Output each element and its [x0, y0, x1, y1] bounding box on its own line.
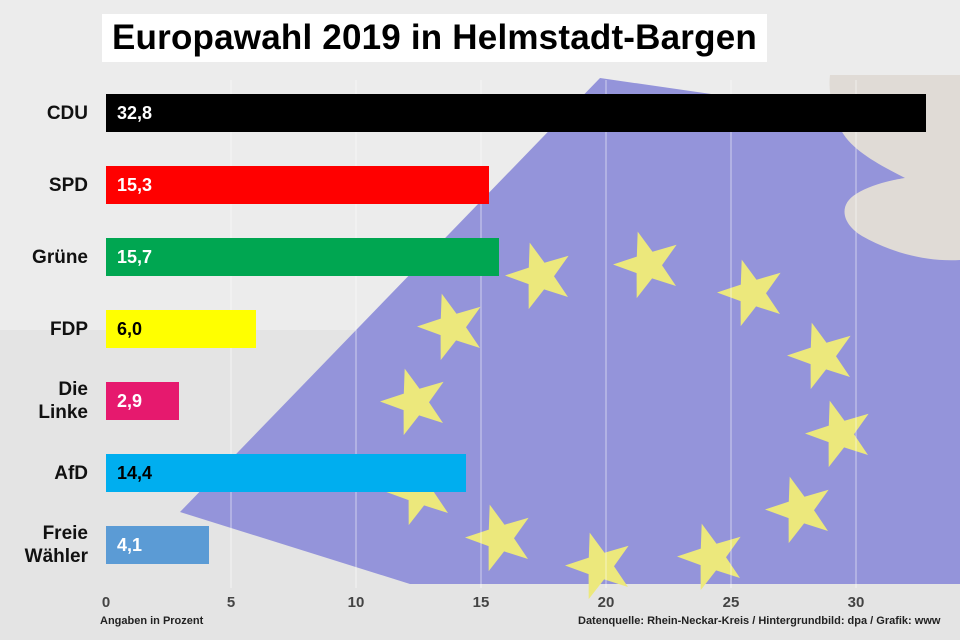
- x-tick-label: 30: [847, 594, 865, 611]
- bar-value-label: 2,9: [117, 391, 143, 411]
- category-label-line: Linke: [38, 402, 88, 423]
- category-label-afd: AfD: [0, 462, 88, 485]
- chart-title-box: Europawahl 2019 in Helmstadt-Bargen: [102, 14, 767, 62]
- eu-star-icon: [505, 242, 569, 310]
- x-tick-label: 20: [597, 594, 615, 611]
- eu-star-icon: [717, 259, 781, 327]
- x-tick-label: 0: [101, 594, 111, 611]
- bar-value-label: 15,7: [117, 247, 153, 267]
- bar-value-label: 32,8: [117, 103, 153, 123]
- bar-value-label: 15,3: [117, 175, 153, 195]
- bar-gr-ne: 15,7: [106, 238, 499, 276]
- category-label-line: Freie: [42, 523, 88, 544]
- category-label-line: SPD: [48, 174, 88, 196]
- category-label-fdp: FDP: [0, 318, 88, 341]
- category-label-line: Grüne: [32, 246, 88, 268]
- eu-star-icon: [805, 400, 869, 468]
- bar-die-linke: 2,9: [106, 382, 179, 420]
- eu-star-icon: [765, 476, 829, 544]
- category-label-spd: SPD: [0, 174, 88, 197]
- eu-star-icon: [613, 231, 677, 299]
- eu-star-icon: [380, 368, 444, 436]
- eu-star-icon: [565, 532, 629, 600]
- category-label-die-linke: Die Linke: [0, 378, 88, 424]
- category-label-line: AfD: [54, 462, 88, 484]
- eu-star-icon: [787, 322, 851, 390]
- source-credit: Datenquelle: Rhein-Neckar-Kreis / Hinter…: [578, 615, 941, 627]
- category-label-freie-w-hler: Freie Wähler: [0, 522, 88, 568]
- x-tick-label: 25: [722, 594, 740, 611]
- bar-value-label: 6,0: [117, 319, 143, 339]
- category-label-line: CDU: [46, 102, 88, 124]
- chart-title: Europawahl 2019 in Helmstadt-Bargen: [112, 18, 757, 57]
- bar-fdp: 6,0: [106, 310, 256, 348]
- category-label-cdu: CDU: [0, 102, 88, 125]
- bar-value-label: 14,4: [117, 463, 153, 483]
- x-axis-label: Angaben in Prozent: [100, 615, 204, 627]
- x-tick-label: 10: [347, 594, 365, 611]
- category-label-line: Wähler: [24, 546, 88, 567]
- bar-afd: 14,4: [106, 454, 466, 492]
- eu-star-icon: [677, 523, 741, 591]
- bar-value-label: 4,1: [117, 535, 143, 555]
- bar-cdu: 32,8: [106, 94, 926, 132]
- x-tick-label: 5: [226, 594, 236, 611]
- bar-spd: 15,3: [106, 166, 489, 204]
- x-tick-label: 15: [472, 594, 490, 611]
- eu-star-icon: [417, 293, 481, 361]
- category-label-line: FDP: [50, 318, 88, 340]
- bar-freie-w-hler: 4,1: [106, 526, 209, 564]
- eu-star-icon: [465, 504, 529, 572]
- category-label-gr-ne: Grüne: [0, 246, 88, 269]
- category-label-line: Die: [58, 379, 88, 400]
